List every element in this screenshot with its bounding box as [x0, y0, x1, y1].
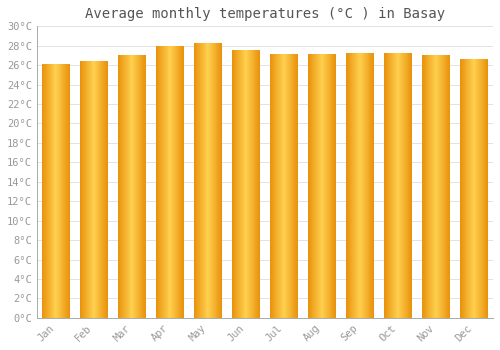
Title: Average monthly temperatures (°C ) in Basay: Average monthly temperatures (°C ) in Ba…	[85, 7, 445, 21]
